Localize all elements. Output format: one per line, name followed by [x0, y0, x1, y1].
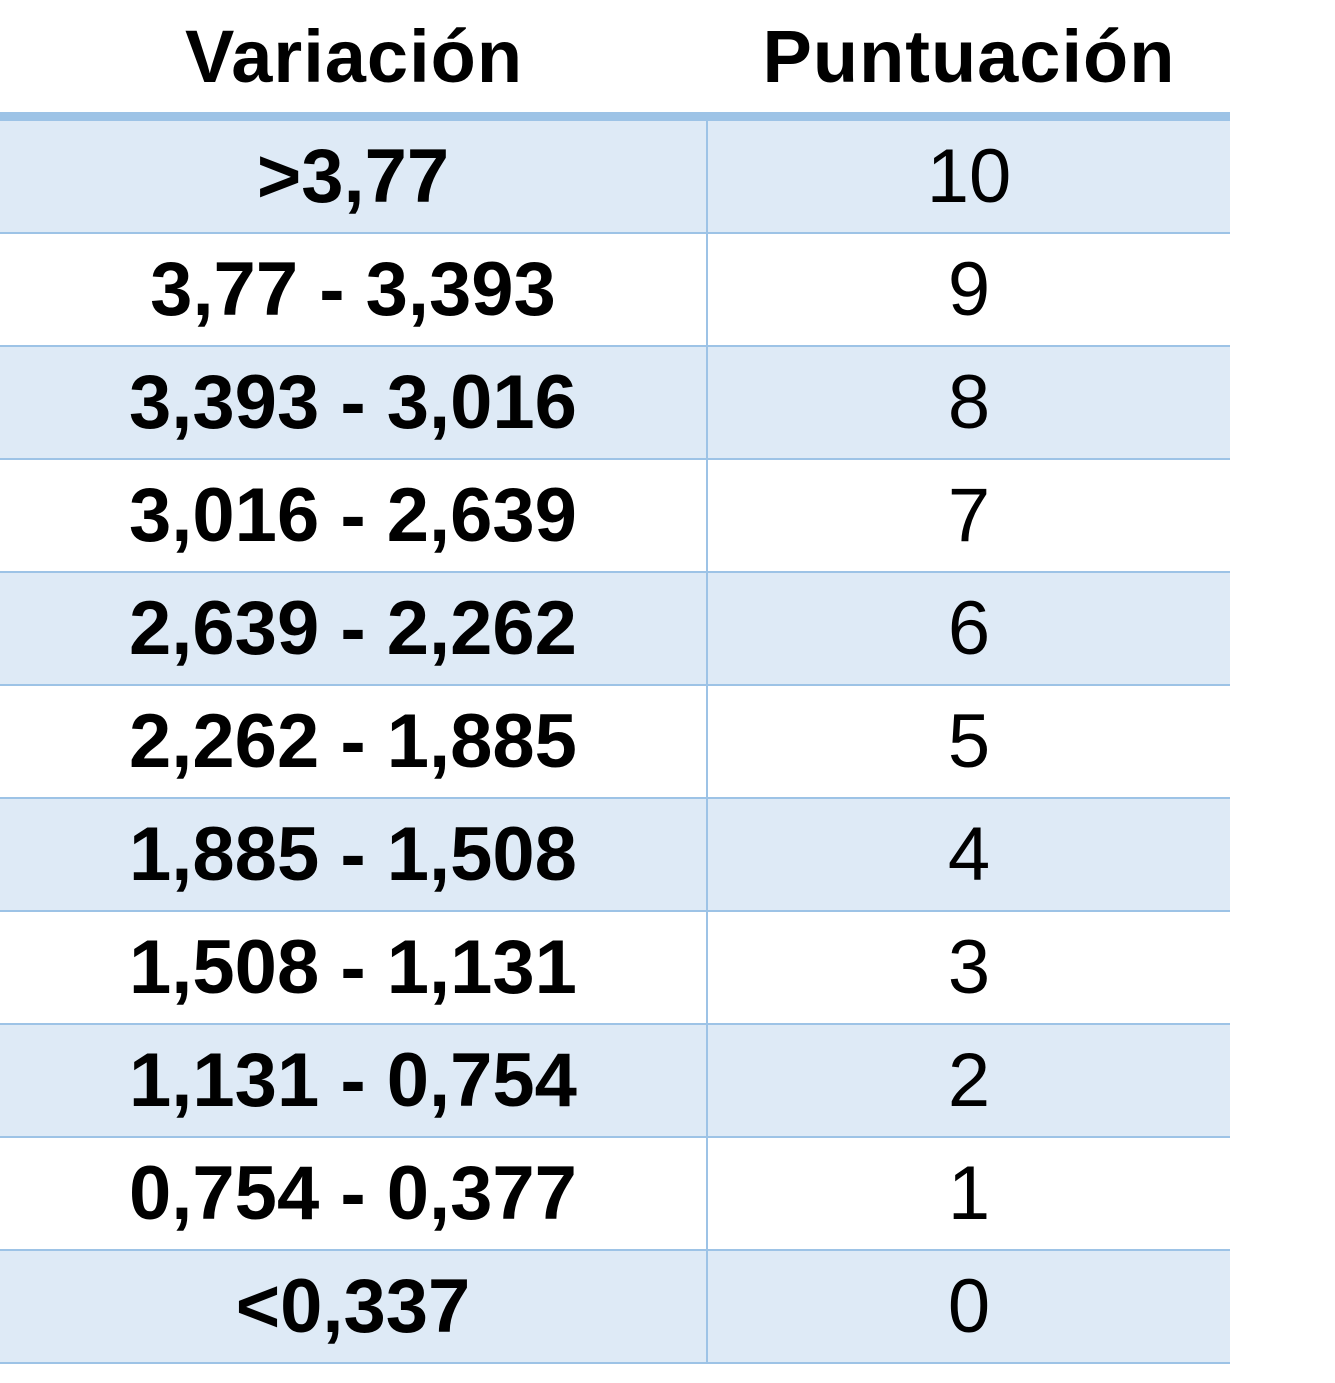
- score-cell: 4: [947, 812, 991, 897]
- table-row: 0,754 - 0,377 1: [0, 1138, 1230, 1251]
- table-row: 2,639 - 2,262 6: [0, 573, 1230, 686]
- table-row: 1,885 - 1,508 4: [0, 799, 1230, 912]
- table-row: 3,77 - 3,393 9: [0, 234, 1230, 347]
- header-variacion: Variación: [184, 14, 524, 98]
- table-row: 1,508 - 1,131 3: [0, 912, 1230, 1025]
- variation-cell: 2,639 - 2,262: [0, 573, 708, 684]
- table-row: 3,393 - 3,016 8: [0, 347, 1230, 460]
- variation-cell: >3,77: [0, 121, 708, 232]
- score-cell: 1: [947, 1151, 991, 1236]
- score-cell: 10: [926, 134, 1012, 219]
- score-cell: 5: [947, 699, 991, 784]
- variation-cell: 1,131 - 0,754: [0, 1025, 708, 1136]
- variation-cell: 0,754 - 0,377: [0, 1138, 708, 1249]
- score-cell: 7: [947, 473, 991, 558]
- variation-cell: 3,016 - 2,639: [0, 460, 708, 571]
- variation-cell: 1,885 - 1,508: [0, 799, 708, 910]
- score-cell: 6: [947, 586, 991, 671]
- variation-cell: 1,508 - 1,131: [0, 912, 708, 1023]
- score-cell: 8: [947, 360, 991, 445]
- table-row: >3,77 10: [0, 121, 1230, 234]
- variation-cell: 3,393 - 3,016: [0, 347, 708, 458]
- table-row: <0,337 0: [0, 1251, 1230, 1364]
- table-row: 2,262 - 1,885 5: [0, 686, 1230, 799]
- variation-cell: <0,337: [0, 1251, 708, 1362]
- table-header: Variación Puntuación: [0, 0, 1230, 121]
- variation-cell: 2,262 - 1,885: [0, 686, 708, 797]
- header-puntuacion: Puntuación: [762, 14, 1176, 98]
- table-row: 1,131 - 0,754 2: [0, 1025, 1230, 1138]
- score-cell: 0: [947, 1264, 991, 1349]
- table-row: 3,016 - 2,639 7: [0, 460, 1230, 573]
- variation-cell: 3,77 - 3,393: [0, 234, 708, 345]
- score-cell: 3: [947, 925, 991, 1010]
- score-cell: 2: [947, 1038, 991, 1123]
- score-cell: 9: [947, 247, 991, 332]
- score-table: Variación Puntuación >3,77 10 3,77 - 3,3…: [0, 0, 1230, 1364]
